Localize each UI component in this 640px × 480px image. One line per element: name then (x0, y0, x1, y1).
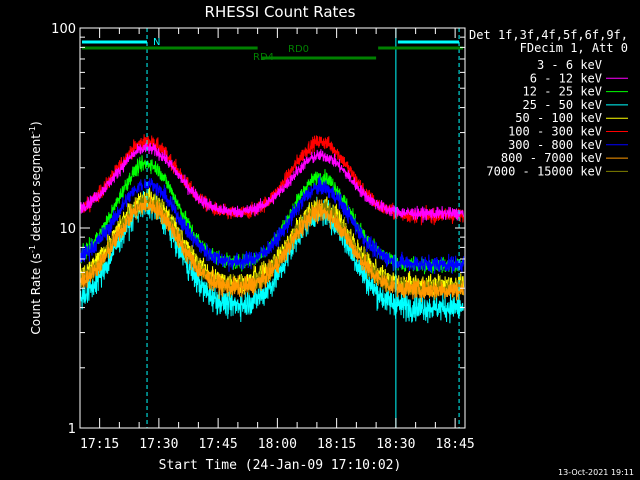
legend-entry-label: 12 - 25 keV (523, 85, 602, 99)
x-tick-label: 18:00 (258, 437, 297, 452)
x-tick-label: 17:45 (199, 437, 238, 452)
y-axis-label: Count Rate (s-1 detector segment-1) (28, 121, 43, 334)
plot-frame (79, 27, 466, 429)
legend-entry-label: 7000 - 15000 keV (486, 164, 602, 178)
y-tick-label: 100 (51, 22, 76, 37)
x-tick-label: 18:15 (317, 437, 356, 452)
legend-entry-label: 3 - 6 keV (537, 58, 602, 72)
timestamp: 13-Oct-2021 19:11 (558, 468, 634, 477)
legend-entry-label: 6 - 12 keV (530, 71, 602, 85)
y-tick-label: 1 (68, 422, 76, 437)
series-line (80, 195, 464, 303)
legend-entry-label: 100 - 300 keV (508, 125, 602, 139)
x-axis-label: Start Time (24-Jan-09 17:10:02) (159, 458, 402, 473)
rd4-label: RD4 (253, 52, 274, 63)
legend: Det 1f,3f,4f,5f,6f,9f, FDecim 1, Att 0 3… (469, 28, 628, 178)
overlay-layer: N RD0 RD4 (79, 28, 464, 428)
rd0-label: RD0 (288, 44, 309, 55)
x-tick-label: 18:45 (436, 437, 475, 452)
series-layer (79, 134, 465, 324)
y-axis: 1 10 100 (51, 22, 465, 437)
night-label: N (153, 37, 160, 48)
legend-header-line2: FDecim 1, Att 0 (520, 41, 628, 55)
legend-entry-label: 50 - 100 keV (515, 111, 602, 125)
x-tick-label: 17:30 (139, 437, 178, 452)
x-axis: 17:15 17:30 17:45 18:00 18:15 18:30 18:45 (80, 28, 475, 452)
legend-entry-label: 25 - 50 keV (523, 98, 602, 112)
x-tick-label: 18:30 (376, 437, 415, 452)
chart-title: RHESSI Count Rates (205, 3, 356, 21)
series-line (80, 142, 465, 223)
y-tick-label: 10 (59, 222, 76, 237)
x-tick-label: 17:15 (80, 437, 119, 452)
legend-entry-label: 300 - 800 keV (508, 138, 602, 152)
legend-entry-label: 800 - 7000 keV (501, 151, 602, 165)
series-line (79, 175, 465, 274)
legend-header-line1: Det 1f,3f,4f,5f,6f,9f, (469, 28, 628, 42)
